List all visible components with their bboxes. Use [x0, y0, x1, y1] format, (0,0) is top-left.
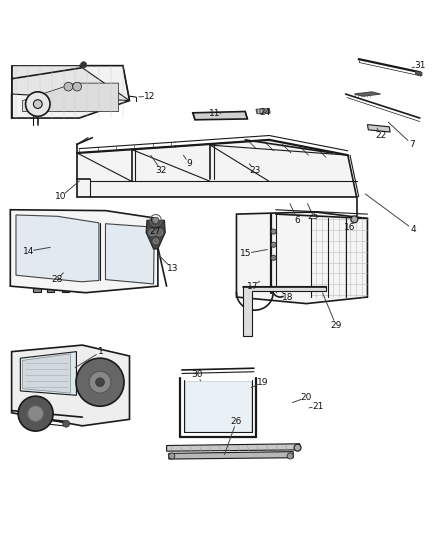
Text: 6: 6 — [295, 216, 300, 225]
Circle shape — [149, 229, 155, 236]
Text: 12: 12 — [144, 92, 155, 101]
Polygon shape — [12, 345, 130, 426]
Polygon shape — [20, 352, 77, 395]
Text: 30: 30 — [191, 370, 203, 379]
Circle shape — [76, 358, 124, 406]
Text: 28: 28 — [51, 275, 62, 284]
Text: 23: 23 — [250, 166, 261, 175]
FancyBboxPatch shape — [77, 282, 85, 292]
Polygon shape — [416, 71, 422, 76]
Circle shape — [63, 420, 70, 427]
FancyBboxPatch shape — [60, 79, 87, 95]
Text: 27: 27 — [149, 227, 160, 236]
FancyBboxPatch shape — [371, 127, 374, 130]
Circle shape — [25, 92, 50, 116]
Polygon shape — [106, 224, 154, 284]
FancyBboxPatch shape — [96, 90, 99, 93]
Polygon shape — [256, 108, 270, 114]
Polygon shape — [22, 354, 71, 393]
Text: 18: 18 — [282, 293, 294, 302]
Circle shape — [351, 216, 358, 223]
FancyBboxPatch shape — [384, 127, 387, 130]
FancyBboxPatch shape — [105, 90, 108, 93]
FancyBboxPatch shape — [33, 282, 41, 292]
Polygon shape — [77, 140, 357, 197]
FancyBboxPatch shape — [88, 82, 110, 95]
Circle shape — [271, 229, 276, 234]
Text: 11: 11 — [209, 109, 220, 118]
Text: 13: 13 — [166, 264, 178, 273]
Polygon shape — [12, 66, 130, 118]
Text: 15: 15 — [240, 249, 252, 258]
Circle shape — [73, 82, 81, 91]
Circle shape — [294, 444, 301, 451]
Polygon shape — [193, 111, 247, 120]
Circle shape — [64, 82, 73, 91]
Circle shape — [95, 378, 104, 386]
Polygon shape — [16, 215, 99, 282]
Text: 26: 26 — [231, 417, 242, 426]
Polygon shape — [237, 212, 367, 304]
FancyBboxPatch shape — [62, 282, 69, 292]
FancyBboxPatch shape — [100, 90, 103, 93]
Text: 32: 32 — [155, 166, 167, 175]
Polygon shape — [354, 92, 381, 96]
Circle shape — [169, 453, 175, 459]
Polygon shape — [166, 444, 300, 451]
Polygon shape — [146, 220, 165, 249]
FancyBboxPatch shape — [380, 127, 382, 130]
Text: 25: 25 — [307, 212, 319, 221]
Polygon shape — [367, 125, 390, 132]
Text: 4: 4 — [410, 225, 416, 234]
Text: 9: 9 — [187, 159, 192, 168]
Circle shape — [89, 372, 111, 393]
Text: 22: 22 — [375, 131, 386, 140]
FancyBboxPatch shape — [46, 282, 54, 292]
Polygon shape — [11, 210, 158, 293]
Text: 7: 7 — [409, 140, 415, 149]
Text: 31: 31 — [414, 61, 426, 70]
Text: 21: 21 — [312, 402, 323, 411]
Text: 1: 1 — [98, 347, 104, 356]
Text: 19: 19 — [257, 378, 268, 387]
Polygon shape — [169, 451, 293, 459]
Text: 14: 14 — [22, 247, 34, 256]
FancyBboxPatch shape — [92, 90, 95, 93]
Circle shape — [271, 255, 276, 261]
Text: 10: 10 — [55, 192, 67, 201]
Circle shape — [153, 239, 158, 244]
FancyBboxPatch shape — [375, 127, 378, 130]
Circle shape — [33, 100, 42, 108]
Polygon shape — [12, 66, 130, 101]
Circle shape — [81, 62, 87, 68]
Circle shape — [271, 242, 276, 247]
Circle shape — [287, 453, 293, 459]
Text: 17: 17 — [247, 281, 259, 290]
Polygon shape — [22, 83, 119, 111]
Circle shape — [28, 406, 43, 422]
Circle shape — [152, 217, 159, 223]
Polygon shape — [243, 286, 326, 336]
Circle shape — [155, 229, 162, 236]
Text: 24: 24 — [259, 108, 271, 117]
FancyBboxPatch shape — [185, 381, 251, 432]
Circle shape — [18, 396, 53, 431]
Text: 20: 20 — [300, 393, 312, 402]
Text: 16: 16 — [344, 223, 356, 232]
Text: 29: 29 — [330, 321, 342, 330]
